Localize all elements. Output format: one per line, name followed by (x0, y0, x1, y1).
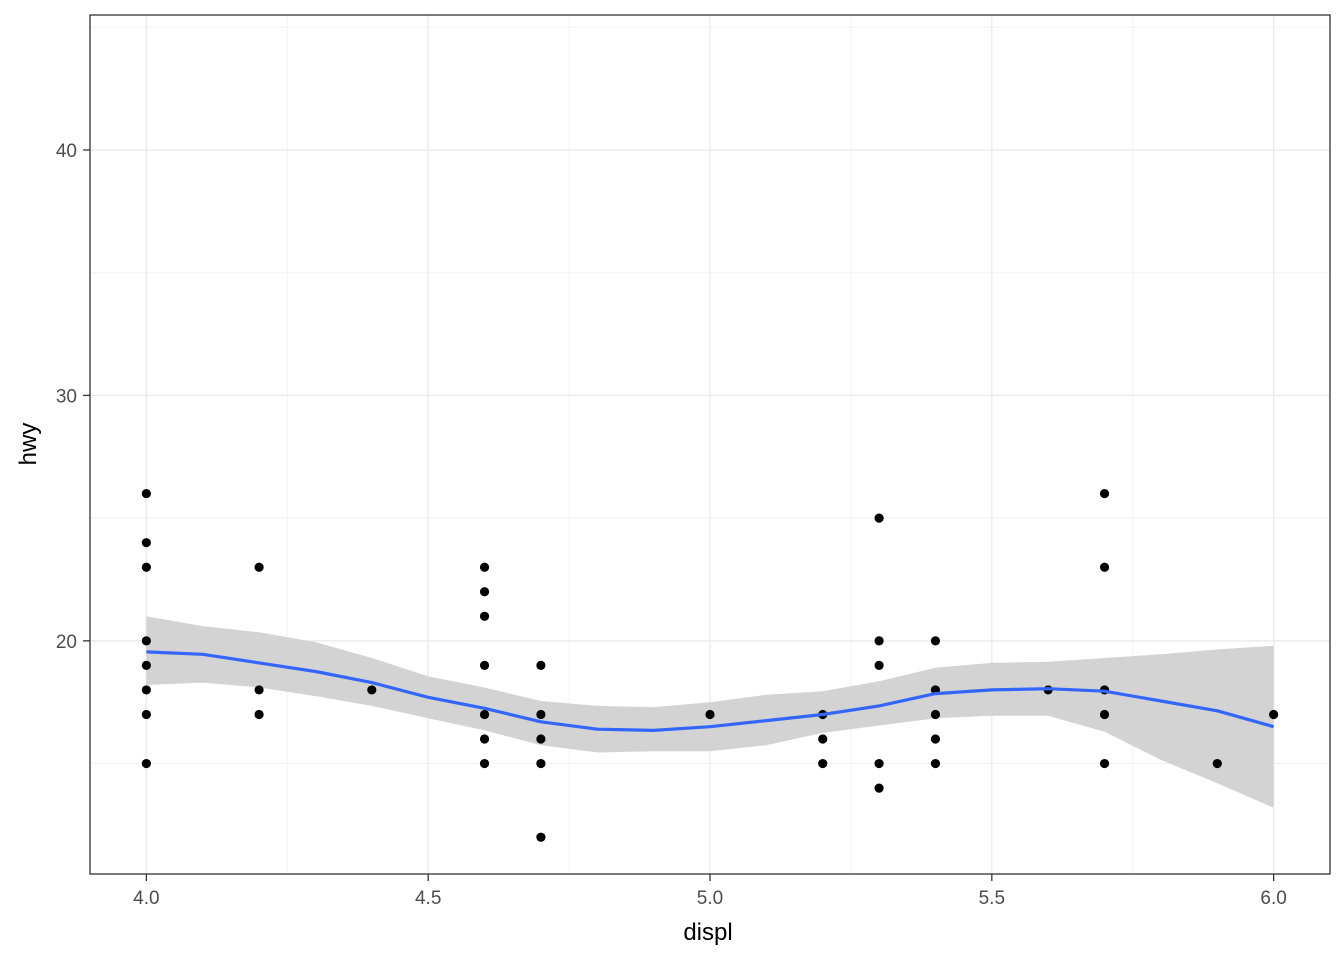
data-point (141, 488, 151, 499)
data-point (1099, 709, 1110, 720)
data-point (818, 734, 828, 744)
data-point (536, 660, 546, 670)
data-point (479, 758, 490, 769)
data-point (818, 758, 828, 769)
data-point (705, 709, 715, 720)
data-point (930, 734, 941, 744)
data-point (930, 709, 941, 720)
data-point (1099, 758, 1110, 769)
x-tick-label: 6.0 (1260, 888, 1286, 909)
data-point (536, 709, 546, 720)
data-point (930, 758, 941, 769)
data-point (254, 685, 264, 695)
x-axis-ticks: 4.0 4.5 5.0 5.5 6.0 (133, 874, 1287, 909)
data-point (874, 513, 884, 523)
data-point (141, 685, 151, 695)
data-point (367, 685, 377, 695)
data-point (254, 562, 264, 572)
data-point (479, 587, 490, 597)
data-point (479, 611, 490, 621)
data-point (874, 758, 884, 769)
data-point (536, 734, 546, 744)
data-point (874, 783, 884, 793)
x-tick-label: 4.0 (133, 888, 159, 909)
y-axis-ticks: 20 30 40 (56, 141, 90, 653)
data-point (1099, 562, 1110, 572)
data-point (141, 562, 151, 572)
data-point (874, 636, 884, 646)
data-point (1212, 758, 1222, 769)
data-point (479, 709, 490, 720)
x-tick-label: 4.5 (415, 888, 441, 909)
x-tick-label: 5.5 (979, 888, 1005, 909)
data-point (141, 636, 151, 646)
data-point (141, 709, 151, 720)
data-point (141, 660, 151, 670)
smooth-line (146, 650, 1275, 732)
points-layer (141, 488, 1279, 842)
data-point (874, 660, 884, 670)
y-axis-title: hwy (15, 423, 42, 466)
x-axis-title: displ (683, 919, 732, 946)
y-tick-label: 20 (56, 632, 77, 653)
data-point (536, 832, 546, 842)
smooth-line-layer (146, 650, 1275, 732)
data-point (479, 562, 490, 572)
data-point (1099, 488, 1110, 499)
data-point (141, 758, 151, 769)
y-tick-label: 30 (56, 386, 77, 407)
data-point (479, 660, 490, 670)
x-tick-label: 5.0 (697, 888, 723, 909)
data-point (141, 538, 151, 548)
data-point (254, 709, 264, 720)
y-tick-label: 40 (56, 141, 77, 162)
data-point (536, 758, 546, 769)
data-point (479, 734, 490, 744)
data-point (1269, 709, 1279, 720)
data-point (930, 636, 941, 646)
